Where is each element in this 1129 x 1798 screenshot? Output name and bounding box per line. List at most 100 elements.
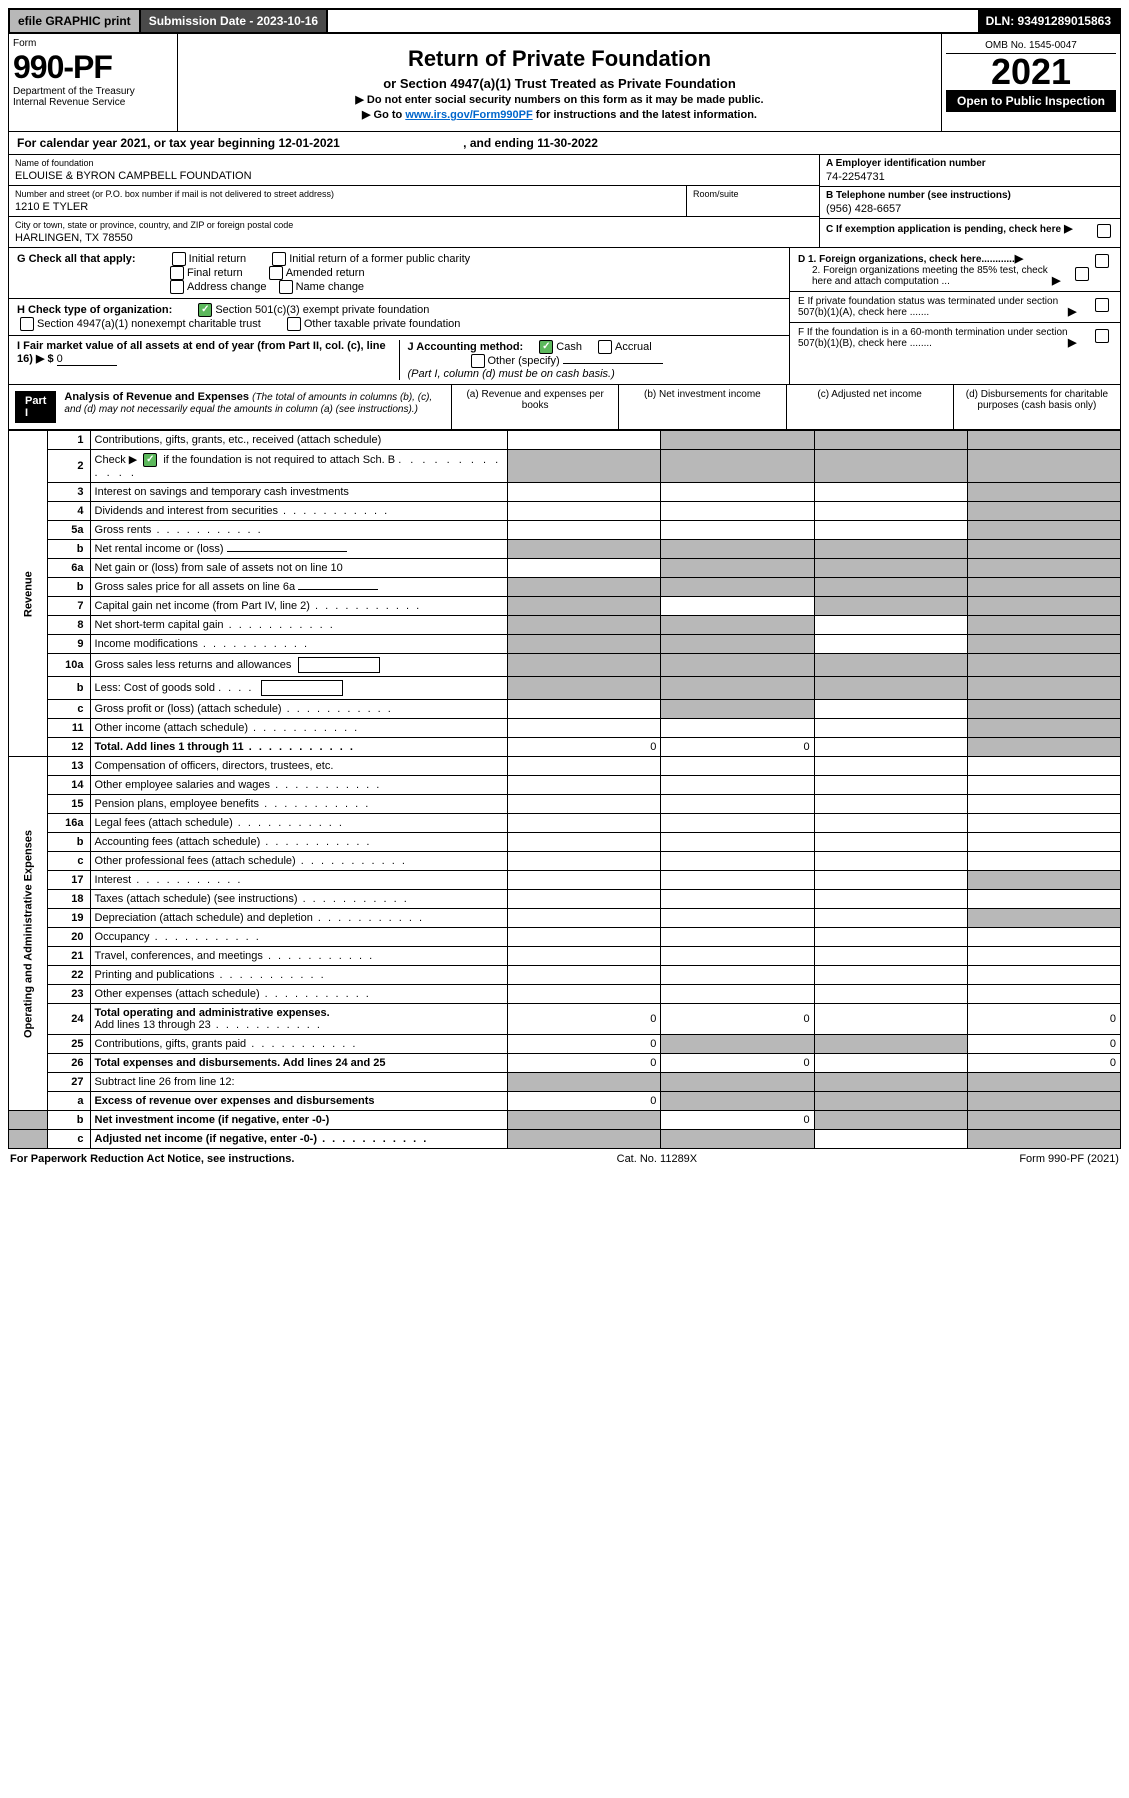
check-section: G Check all that apply: Initial return I…	[8, 248, 1121, 385]
row-6b: Gross sales price for all assets on line…	[90, 578, 508, 597]
footer-mid: Cat. No. 11289X	[617, 1153, 698, 1165]
g-former: Initial return of a former public charit…	[289, 253, 470, 265]
j-label: J Accounting method:	[408, 341, 524, 353]
h-other: Other taxable private foundation	[304, 318, 461, 330]
row-11: Other income (attach schedule)	[90, 719, 508, 738]
f-label: F If the foundation is in a 60-month ter…	[798, 327, 1068, 349]
part1-badge: Part I	[15, 391, 56, 423]
part1-header-row: Part I Analysis of Revenue and Expenses …	[8, 385, 1121, 430]
j-cash: Cash	[556, 341, 582, 353]
row-15: Pension plans, employee benefits	[90, 795, 508, 814]
val-12b: 0	[661, 738, 814, 757]
d1-label: D 1. Foreign organizations, check here..…	[798, 254, 1015, 265]
part1-table: Revenue 1Contributions, gifts, grants, e…	[8, 430, 1121, 1149]
row-27a: Excess of revenue over expenses and disb…	[90, 1092, 508, 1111]
row-27c: Adjusted net income (if negative, enter …	[90, 1130, 508, 1149]
cb-e[interactable]	[1095, 298, 1109, 312]
row-22: Printing and publications	[90, 966, 508, 985]
row-1: Contributions, gifts, grants, etc., rece…	[90, 431, 508, 450]
col-c-header: (c) Adjusted net income	[786, 385, 953, 429]
row-6a: Net gain or (loss) from sale of assets n…	[90, 559, 508, 578]
row-5b: Net rental income or (loss)	[90, 540, 508, 559]
e-label: E If private foundation status was termi…	[798, 296, 1068, 318]
row-24: Total operating and administrative expen…	[90, 1004, 508, 1035]
row-5a: Gross rents	[90, 521, 508, 540]
row-18: Taxes (attach schedule) (see instruction…	[90, 890, 508, 909]
cal-pre: For calendar year 2021, or tax year begi…	[17, 136, 278, 150]
expenses-side: Operating and Administrative Expenses	[9, 757, 48, 1111]
efile-label: efile GRAPHIC print	[10, 10, 141, 32]
part1-title: Analysis of Revenue and Expenses	[64, 391, 249, 403]
row-10c: Gross profit or (loss) (attach schedule)	[90, 700, 508, 719]
col-a-header: (a) Revenue and expenses per books	[451, 385, 618, 429]
g-final: Final return	[187, 267, 243, 279]
ein-label: A Employer identification number	[826, 158, 1114, 169]
cb-accrual[interactable]	[598, 340, 612, 354]
submission-date: Submission Date - 2023-10-16	[141, 10, 328, 32]
cb-f[interactable]	[1095, 329, 1109, 343]
instruction-2: ▶ Go to www.irs.gov/Form990PF for instru…	[186, 108, 933, 121]
cb-cash[interactable]	[539, 340, 553, 354]
cb-other-method[interactable]	[471, 354, 485, 368]
col-d-header: (d) Disbursements for charitable purpose…	[953, 385, 1120, 429]
cb-amended[interactable]	[269, 266, 283, 280]
row-23: Other expenses (attach schedule)	[90, 985, 508, 1004]
form-header: Form 990-PF Department of the Treasury I…	[8, 34, 1121, 132]
d-row: D 1. Foreign organizations, check here..…	[790, 248, 1120, 292]
cb-501c3[interactable]	[198, 303, 212, 317]
row-10a: Gross sales less returns and allowances	[90, 654, 508, 677]
h-501c3: Section 501(c)(3) exempt private foundat…	[215, 304, 429, 316]
org-info: Name of foundation ELOUISE & BYRON CAMPB…	[8, 155, 1121, 248]
cal-mid: , and ending	[460, 136, 537, 150]
calendar-year-row: For calendar year 2021, or tax year begi…	[8, 132, 1121, 155]
cb-name-change[interactable]	[279, 280, 293, 294]
val-27a: 0	[508, 1092, 661, 1111]
row-3: Interest on savings and temporary cash i…	[90, 483, 508, 502]
revenue-side: Revenue	[9, 431, 48, 757]
val-25d: 0	[967, 1035, 1120, 1054]
instruction-1: ▶ Do not enter social security numbers o…	[186, 93, 933, 106]
row-19: Depreciation (attach schedule) and deple…	[90, 909, 508, 928]
cb-addr-change[interactable]	[170, 280, 184, 294]
exemption-checkbox[interactable]	[1097, 224, 1111, 238]
val-26b: 0	[661, 1054, 814, 1073]
row-27b: Net investment income (if negative, ente…	[90, 1111, 508, 1130]
cb-final[interactable]	[170, 266, 184, 280]
cb-initial-former[interactable]	[272, 252, 286, 266]
row-2: Check ▶ if the foundation is not require…	[90, 450, 508, 483]
g-addr: Address change	[187, 281, 267, 293]
val-26a: 0	[508, 1054, 661, 1073]
row-16c: Other professional fees (attach schedule…	[90, 852, 508, 871]
form-number: 990-PF	[13, 49, 173, 86]
open-inspection: Open to Public Inspection	[946, 90, 1116, 112]
row-14: Other employee salaries and wages	[90, 776, 508, 795]
cb-d2[interactable]	[1075, 267, 1089, 281]
irs-link[interactable]: www.irs.gov/Form990PF	[405, 109, 532, 121]
top-bar: efile GRAPHIC print Submission Date - 20…	[8, 8, 1121, 34]
cb-4947[interactable]	[20, 317, 34, 331]
cb-initial[interactable]	[172, 252, 186, 266]
cb-other-taxable[interactable]	[287, 317, 301, 331]
cb-schb[interactable]	[143, 453, 157, 467]
val-24d: 0	[967, 1004, 1120, 1035]
row-21: Travel, conferences, and meetings	[90, 947, 508, 966]
row-25: Contributions, gifts, grants paid	[90, 1035, 508, 1054]
row-4: Dividends and interest from securities	[90, 502, 508, 521]
phone: (956) 428-6657	[826, 201, 1114, 215]
row-13: Compensation of officers, directors, tru…	[90, 757, 508, 776]
row-9: Income modifications	[90, 635, 508, 654]
row-10b: Less: Cost of goods sold . . . .	[90, 677, 508, 700]
foundation-name: ELOUISE & BYRON CAMPBELL FOUNDATION	[15, 168, 813, 182]
g-row: G Check all that apply: Initial return I…	[9, 248, 789, 299]
val-25a: 0	[508, 1035, 661, 1054]
form-subtitle: or Section 4947(a)(1) Trust Treated as P…	[186, 76, 933, 91]
cb-d1[interactable]	[1095, 254, 1109, 268]
g-initial: Initial return	[189, 253, 246, 265]
dept-treasury: Department of the Treasury	[13, 86, 173, 97]
row-16b: Accounting fees (attach schedule)	[90, 833, 508, 852]
row-26: Total expenses and disbursements. Add li…	[90, 1054, 508, 1073]
row-20: Occupancy	[90, 928, 508, 947]
cal-end: 11-30-2022	[537, 136, 598, 150]
street-address: 1210 E TYLER	[15, 199, 680, 213]
form-title: Return of Private Foundation	[186, 46, 933, 72]
